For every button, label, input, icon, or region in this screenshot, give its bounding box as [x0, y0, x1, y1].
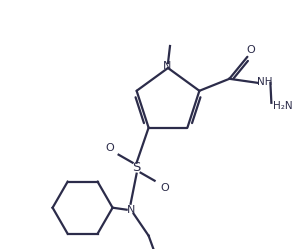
Text: H₂N: H₂N [273, 101, 292, 111]
Text: N: N [126, 205, 135, 215]
Text: S: S [132, 161, 141, 174]
Text: O: O [105, 143, 114, 153]
Text: NH: NH [257, 77, 272, 87]
Text: N: N [163, 61, 171, 71]
Text: O: O [246, 45, 255, 55]
Text: O: O [160, 183, 169, 193]
